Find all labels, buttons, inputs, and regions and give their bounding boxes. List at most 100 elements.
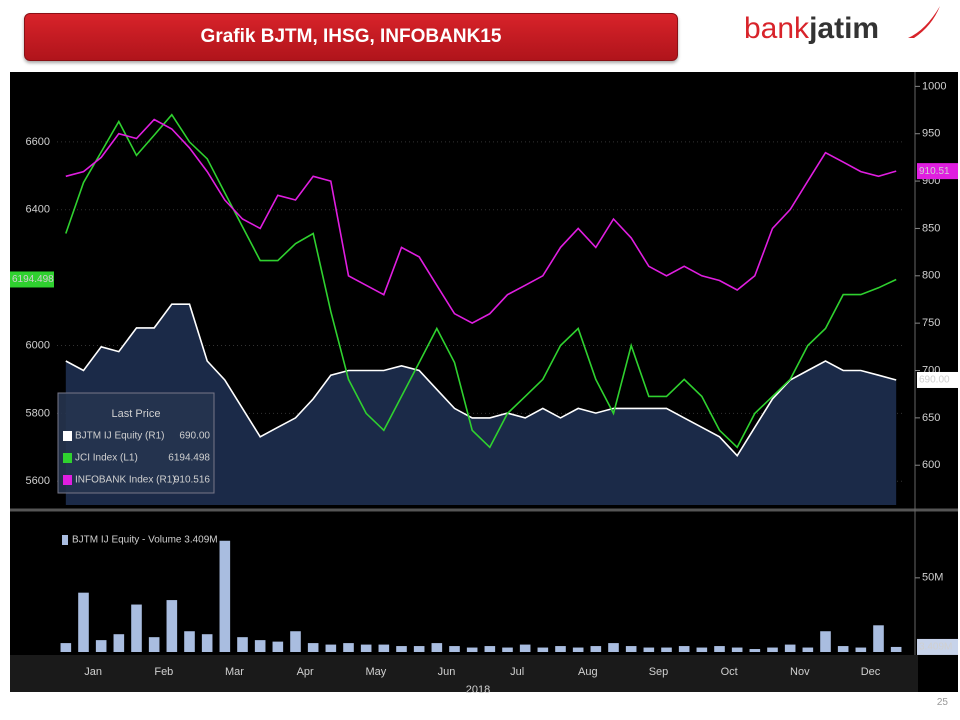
legend-box	[57, 392, 215, 494]
last-value-flag	[917, 638, 958, 655]
last-value-label: 3.409M	[919, 642, 952, 653]
y2-tick-label: 750	[922, 317, 940, 329]
line	[65, 303, 897, 458]
volume-bar	[166, 600, 178, 652]
line	[65, 113, 897, 449]
y-tick-label: 6600	[26, 136, 50, 148]
volume-bar	[784, 644, 796, 652]
legend-value: 690.00	[179, 431, 210, 442]
y2-tick-label: 600	[922, 459, 940, 471]
x-tick-label: Mar	[225, 666, 244, 678]
volume-bar	[184, 631, 195, 652]
volume-bar	[625, 646, 637, 652]
x-tick-label: Sep	[649, 666, 669, 678]
volume-bar	[696, 647, 708, 652]
last-value-label: 690.00	[919, 375, 950, 386]
x-tick-label: May	[365, 666, 386, 678]
volume-bar	[590, 646, 602, 652]
last-value-label: 910.51	[919, 166, 950, 177]
volume-bar	[873, 625, 884, 652]
volume-bar	[555, 646, 566, 652]
volume-bar	[537, 647, 549, 652]
legend-title: Last Price	[112, 408, 161, 420]
x-tick-label: Jan	[84, 666, 102, 678]
volume-bar	[731, 647, 743, 652]
y2-tick-label: 950	[922, 128, 940, 140]
last-value-label: 6194.498	[12, 274, 54, 285]
x-tick-label: Nov	[790, 666, 810, 678]
legend-value: 6194.498	[168, 453, 210, 464]
volume-bar	[802, 647, 814, 652]
title: Grafik BJTM, IHSG, INFOBANK15	[200, 26, 502, 47]
legend-label: INFOBANK Index (R1)	[75, 475, 176, 486]
last-value-flag	[917, 163, 958, 180]
logo-text: jatim	[809, 12, 880, 45]
x-axis-label: 2018	[466, 684, 490, 696]
volume-bar	[307, 643, 319, 652]
volume-bar	[325, 644, 337, 652]
volume-bar	[343, 643, 354, 652]
x-tick-label: Apr	[297, 666, 314, 678]
volume-bar	[431, 643, 443, 652]
volume-bar	[519, 644, 531, 652]
volume-bar	[749, 649, 761, 652]
x-tick-label: Dec	[861, 666, 881, 678]
volume-bar	[219, 540, 231, 652]
volume-bar	[502, 647, 513, 652]
y2-tick-label: 800	[922, 270, 940, 282]
volume-bar	[449, 646, 460, 652]
volume-bar	[820, 631, 831, 652]
volume-legend-swatch	[62, 535, 68, 545]
volume-bar	[237, 637, 248, 652]
volume-bar	[201, 634, 213, 652]
area	[65, 304, 897, 505]
volume-bar	[413, 646, 425, 652]
y2-tick-label: 1000	[922, 80, 946, 92]
legend-swatch	[63, 431, 72, 441]
x-tick-label: Jun	[438, 666, 456, 678]
title-banner: Grafik BJTM, IHSG, INFOBANK15	[24, 13, 678, 61]
volume-bar	[643, 647, 655, 652]
y-tick-label: 50M	[922, 572, 943, 584]
volume-bar	[572, 647, 584, 652]
x-tick-label: Aug	[578, 666, 598, 678]
volume-bar	[714, 646, 725, 652]
volume-bar	[272, 641, 284, 652]
y-tick-label: 6000	[26, 339, 50, 351]
volume-bar	[837, 646, 849, 652]
volume-bar	[254, 640, 266, 652]
volume-bar	[678, 646, 690, 652]
legend-value: 910.516	[174, 475, 211, 486]
x-tick-label: Oct	[721, 666, 738, 678]
last-value-flag	[10, 271, 54, 288]
volume-bar	[661, 647, 672, 652]
volume-bar	[131, 604, 142, 652]
legend-swatch	[63, 453, 72, 463]
volume-bar	[855, 647, 867, 652]
legend-label: JCI Index (L1)	[75, 453, 138, 464]
volume-bar	[78, 592, 89, 652]
legend-label: BJTM IJ Equity (R1)	[75, 431, 164, 442]
y2-tick-label: 850	[922, 222, 940, 234]
volume-bar	[95, 640, 107, 652]
y-tick-label: 5800	[26, 407, 50, 419]
volume-bar	[396, 646, 407, 652]
volume-bar	[608, 643, 619, 652]
volume-bar	[767, 647, 778, 652]
volume-bar	[360, 644, 372, 652]
logo-text: bank	[744, 12, 810, 45]
last-value-flag	[917, 371, 958, 388]
volume-bar	[378, 644, 390, 652]
volume-legend: BJTM IJ Equity - Volume 3.409M	[72, 535, 218, 546]
x-axis-band	[10, 655, 918, 692]
y-tick-label: 5600	[26, 475, 50, 487]
volume-bar	[890, 646, 902, 652]
volume-bar	[466, 647, 478, 652]
volume-bar	[484, 646, 496, 652]
x-tick-label: Feb	[154, 666, 173, 678]
legend-swatch	[63, 475, 72, 485]
line	[65, 118, 897, 325]
volume-bar	[60, 643, 72, 652]
